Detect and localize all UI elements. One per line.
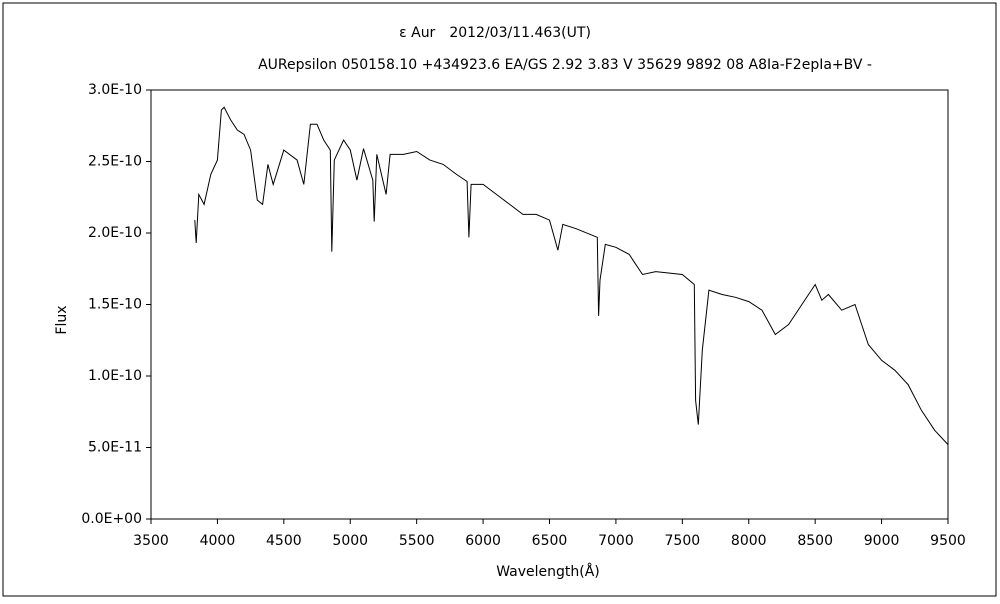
x-tick-label: 8500: [797, 533, 833, 549]
y-tick-label: 2.5E-10: [88, 154, 142, 170]
x-tick-label: 3500: [133, 533, 169, 549]
x-tick-label: 7000: [598, 533, 634, 549]
x-tick-label: 8000: [731, 533, 767, 549]
x-tick-label: 4000: [200, 533, 236, 549]
y-tick-label: 5.0E-11: [88, 440, 142, 456]
y-tick-label: 1.0E-10: [88, 368, 142, 384]
x-tick-label: 7500: [665, 533, 701, 549]
x-tick-label: 9000: [864, 533, 900, 549]
chart-subtitle: AURepsilon 050158.10 +434923.6 EA/GS 2.9…: [258, 57, 872, 73]
x-tick-label: 6500: [532, 533, 568, 549]
x-tick-label: 4500: [266, 533, 302, 549]
y-tick-label: 1.5E-10: [88, 297, 142, 313]
y-tick-label: 0.0E+00: [81, 511, 142, 527]
y-tick-label: 3.0E-10: [88, 82, 142, 98]
y-tick-label: 2.0E-10: [88, 225, 142, 241]
x-axis-label: Wavelength(Å): [496, 563, 600, 580]
x-tick-label: 5000: [332, 533, 368, 549]
chart-title: ε Aur 2012/03/11.463(UT): [399, 25, 591, 41]
x-tick-label: 9500: [930, 533, 966, 549]
x-tick-label: 5500: [399, 533, 435, 549]
x-tick-label: 6000: [465, 533, 501, 549]
spectrum-line: [194, 106, 949, 445]
y-axis-label: Flux: [54, 305, 70, 334]
